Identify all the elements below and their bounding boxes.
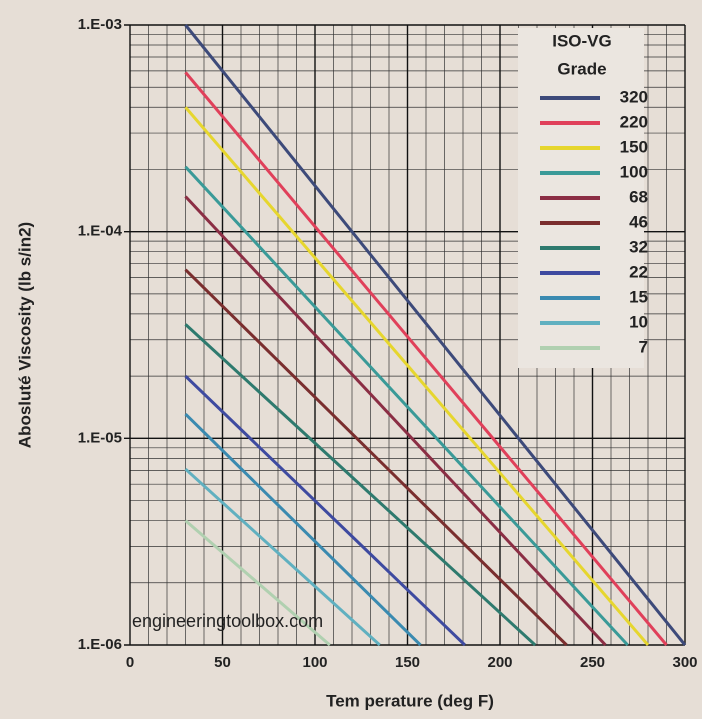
- legend-label: 15: [629, 287, 648, 306]
- x-tick-label: 0: [126, 654, 134, 671]
- series-line: [184, 519, 331, 647]
- series-line: [184, 413, 422, 647]
- legend-label: 22: [629, 262, 648, 281]
- legend-label: 100: [620, 162, 648, 181]
- legend-label: 220: [620, 112, 648, 131]
- y-tick-label: 1.E-06: [78, 636, 122, 653]
- y-tick-label: 1.E-04: [78, 223, 123, 240]
- legend-label: 10: [629, 312, 648, 331]
- series-line: [184, 375, 466, 647]
- x-tick-label: 50: [214, 654, 231, 671]
- legend-label: 320: [620, 87, 648, 106]
- series-line: [184, 106, 650, 646]
- legend-label: 46: [629, 212, 648, 231]
- legend-label: 32: [629, 237, 648, 256]
- series-line: [184, 71, 668, 646]
- labels: 0 50 100 150 200 250 300 1.E-06 1.E-05 1.E-04 1.E-…: [78, 16, 698, 671]
- legend-title: ISO-VG: [552, 31, 612, 50]
- series-line: [184, 24, 687, 646]
- y-tick-label: 1.E-05: [78, 429, 122, 446]
- plot-lines: [184, 24, 687, 647]
- series-line: [184, 195, 607, 647]
- legend-label: 68: [629, 187, 648, 206]
- x-axis-title: Tem perature (deg F): [326, 691, 494, 710]
- series-line: [184, 323, 537, 647]
- x-tick-label: 300: [672, 654, 697, 671]
- legend-label: 7: [639, 337, 648, 356]
- y-axis-title: Abosluté Viscosity (lb s/in2): [15, 222, 34, 448]
- x-tick-label: 200: [487, 654, 512, 671]
- series-line: [184, 165, 629, 647]
- x-tick-label: 250: [580, 654, 605, 671]
- series-line: [184, 268, 568, 647]
- legend-title: Grade: [557, 59, 606, 78]
- watermark: engineeringtoolbox.com: [132, 611, 323, 631]
- legend: ISO-VG Grade 320 220 150 100 68 46 32 22 15 10 7: [540, 31, 648, 356]
- y-tick-label: 1.E-03: [78, 16, 122, 33]
- series-line: [184, 467, 381, 647]
- legend-label: 150: [620, 137, 648, 156]
- x-tick-label: 150: [395, 654, 420, 671]
- x-tick-label: 100: [302, 654, 327, 671]
